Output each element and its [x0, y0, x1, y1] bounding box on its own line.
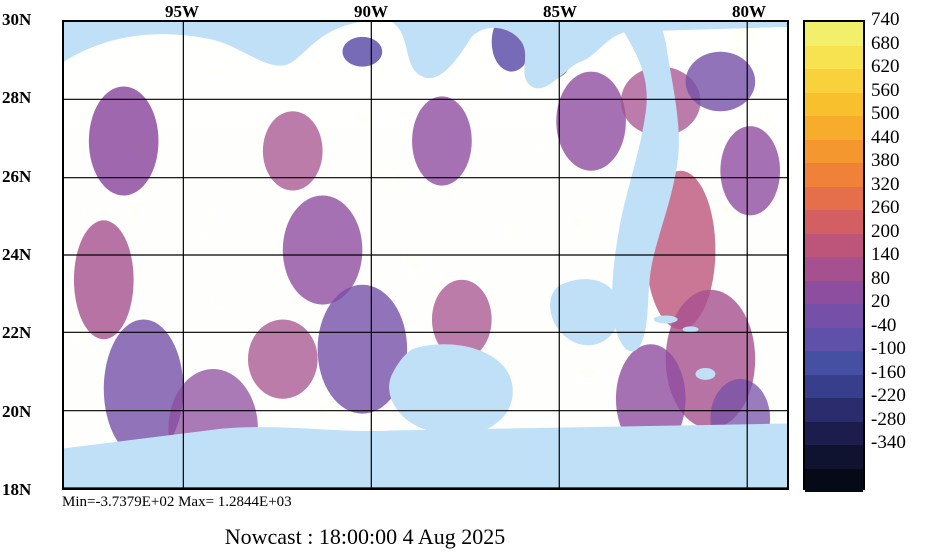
colorbar-segment	[805, 398, 863, 422]
colorbar-segment	[805, 210, 863, 234]
colorbar-segment	[805, 351, 863, 375]
colorbar-tick-label: 440	[871, 127, 900, 149]
colorbar-tick-label: -220	[871, 385, 906, 407]
colorbar-tick-label: 560	[871, 80, 900, 102]
colorbar-segment	[805, 234, 863, 258]
colorbar-tick-label: 260	[871, 197, 900, 219]
colorbar-tick-label: 140	[871, 244, 900, 266]
colorbar-tick-label: -100	[871, 338, 906, 360]
latitude-tick-label: 28N	[2, 88, 31, 108]
colorbar-segment	[805, 375, 863, 399]
colorbar-segment	[805, 422, 863, 446]
colorbar-tick-label: -280	[871, 409, 906, 431]
longitude-tick-label: 85W	[543, 2, 577, 22]
min-max-label: Min=-3.7379E+02 Max= 1.2844E+03	[62, 494, 292, 511]
map-plot-area[interactable]	[62, 20, 789, 490]
colorbar-tick-label: 620	[871, 56, 900, 78]
colorbar-tick-label: 500	[871, 103, 900, 125]
latitude-labels-layer: 30N 28N 26N 24N 22N 20N 18N	[0, 20, 60, 490]
latitude-tick-label: 30N	[2, 10, 31, 30]
colorbar-segment	[805, 445, 863, 469]
colorbar-segment	[805, 140, 863, 164]
colorbar-segment	[805, 116, 863, 140]
nowcast-map-window: 95W 90W 85W 80W 30N 28N 26N 24N 22N 20N 18N 740 68…	[0, 0, 933, 555]
colorbar-segment	[805, 187, 863, 211]
colorbar-segment	[805, 69, 863, 93]
colorbar-widget[interactable]: 740 680 620 560 500 440 380 320 260 200 140 80 20 -40…	[803, 20, 865, 490]
colorbar-segment	[805, 328, 863, 352]
latitude-tick-label: 24N	[2, 245, 31, 265]
colorbar-segment	[805, 93, 863, 117]
colorbar-tick-label: -160	[871, 362, 906, 384]
longitude-tick-label: 90W	[354, 2, 388, 22]
latitude-tick-label: 20N	[2, 402, 31, 422]
colorbar-gradient	[803, 20, 865, 490]
colorbar-tick-label: 80	[871, 268, 890, 290]
colorbar-segment	[805, 257, 863, 281]
colorbar-tick-label: 320	[871, 174, 900, 196]
colorbar-segment	[805, 46, 863, 70]
colorbar-segment	[805, 304, 863, 328]
longitude-tick-label: 95W	[165, 2, 199, 22]
colorbar-tick-label: -40	[871, 315, 896, 337]
colorbar-tick-label: 20	[871, 291, 890, 313]
colorbar-tick-label: -340	[871, 432, 906, 454]
colorbar-tick-label: 740	[871, 9, 900, 31]
colorbar-segment	[805, 163, 863, 187]
longitude-tick-label: 80W	[732, 2, 766, 22]
latitude-tick-label: 26N	[2, 167, 31, 187]
longitude-labels-layer: 95W 90W 85W 80W	[62, 0, 789, 20]
colorbar-segment	[805, 22, 863, 46]
colorbar-segment	[805, 281, 863, 305]
heatmap-canvas	[64, 22, 787, 488]
colorbar-segment	[805, 469, 863, 493]
colorbar-tick-label: 200	[871, 221, 900, 243]
latitude-tick-label: 18N	[2, 480, 31, 500]
latitude-tick-label: 22N	[2, 323, 31, 343]
colorbar-tick-label: 680	[871, 33, 900, 55]
colorbar-tick-label: 380	[871, 150, 900, 172]
nowcast-title-label: Nowcast : 18:00:00 4 Aug 2025	[0, 524, 730, 550]
